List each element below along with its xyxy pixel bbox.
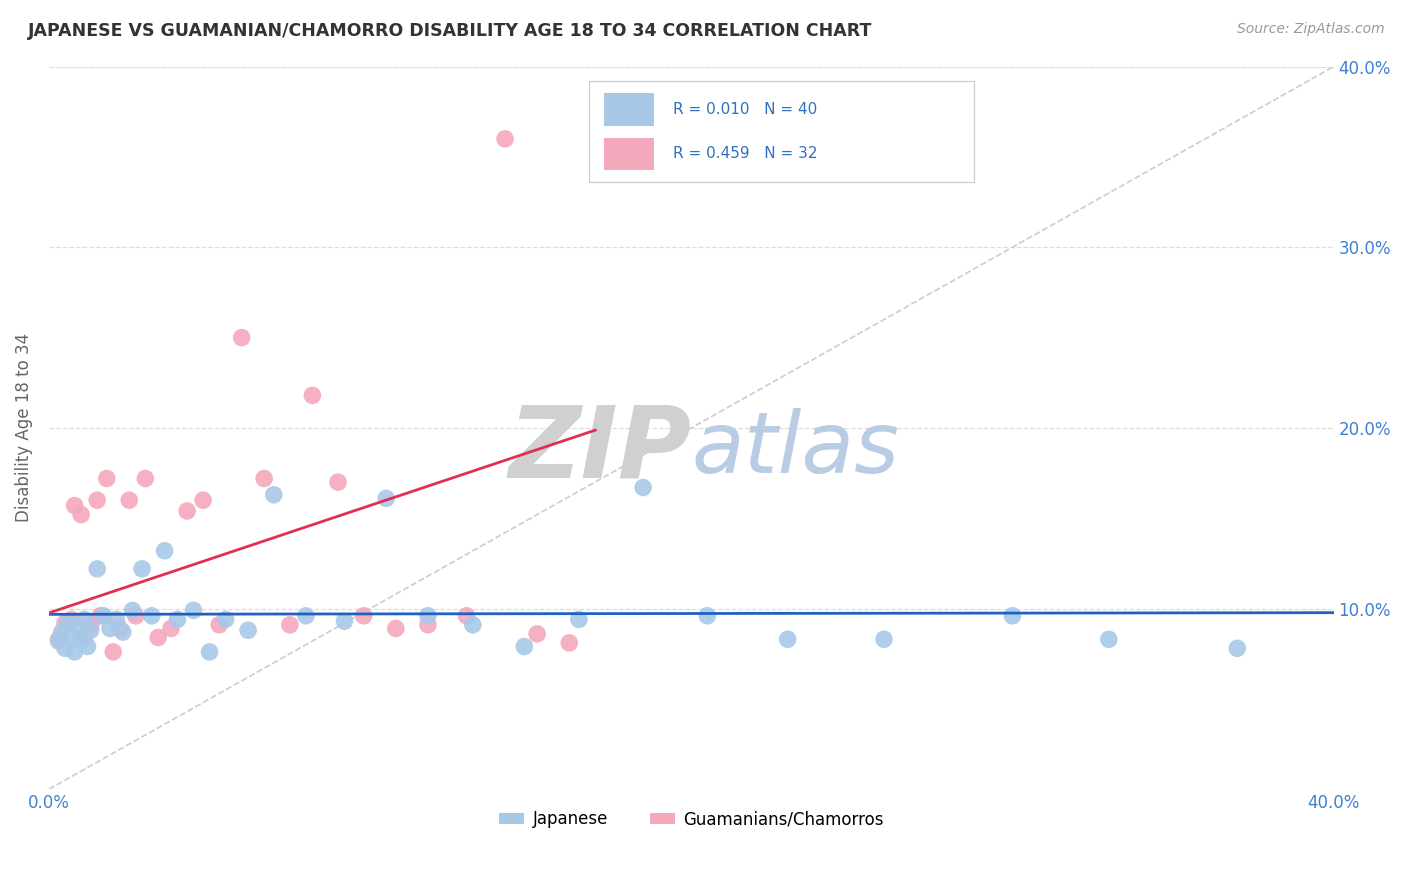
Point [48, 632, 70, 647]
Point [131, 562, 153, 576]
Point [456, 608, 478, 623]
Point [86, 562, 108, 576]
Point [208, 617, 231, 632]
Point [121, 603, 143, 617]
Point [385, 622, 408, 636]
Point [108, 622, 131, 636]
Point [111, 625, 134, 640]
Legend: Japanese, Guamanians/Chamorros: Japanese, Guamanians/Chamorros [492, 804, 890, 835]
Point [558, 636, 581, 650]
Point [53, 641, 76, 656]
Point [80, 624, 103, 638]
Point [48, 634, 70, 648]
Point [301, 388, 323, 402]
Point [66, 620, 89, 634]
Point [333, 614, 356, 628]
Point [103, 645, 125, 659]
Point [198, 645, 221, 659]
Point [70, 508, 93, 522]
Point [76, 640, 98, 654]
Point [73, 631, 96, 645]
Point [166, 612, 188, 626]
Point [236, 624, 259, 638]
Point [134, 471, 156, 485]
Point [73, 612, 96, 626]
Text: JAPANESE VS GUAMANIAN/CHAMORRO DISABILITY AGE 18 TO 34 CORRELATION CHART: JAPANESE VS GUAMANIAN/CHAMORRO DISABILIT… [28, 22, 873, 40]
Point [568, 612, 591, 626]
Point [526, 627, 548, 641]
Point [253, 471, 276, 485]
Point [696, 608, 718, 623]
Point [873, 632, 896, 647]
Point [86, 493, 108, 508]
Point [89, 608, 111, 623]
Point [60, 631, 83, 645]
Point [183, 603, 205, 617]
Point [51, 625, 73, 640]
Point [214, 612, 236, 626]
Point [96, 471, 118, 485]
Point [416, 617, 439, 632]
Point [191, 493, 214, 508]
Point [1226, 641, 1249, 656]
Point [176, 504, 198, 518]
Point [80, 617, 103, 632]
Point [494, 132, 516, 146]
Point [375, 491, 398, 506]
Point [278, 617, 301, 632]
Point [776, 632, 799, 647]
Point [58, 615, 80, 630]
Point [295, 608, 318, 623]
Point [125, 608, 148, 623]
Point [461, 617, 484, 632]
Point [146, 631, 169, 645]
Point [513, 640, 536, 654]
Point [105, 612, 128, 626]
Point [141, 608, 163, 623]
Text: Source: ZipAtlas.com: Source: ZipAtlas.com [1237, 22, 1385, 37]
Point [118, 493, 141, 508]
Point [231, 330, 253, 344]
Point [60, 612, 83, 626]
Point [70, 632, 93, 647]
Y-axis label: Disability Age 18 to 34: Disability Age 18 to 34 [15, 334, 32, 523]
Point [416, 608, 439, 623]
Point [1001, 608, 1024, 623]
Point [353, 608, 375, 623]
Point [153, 543, 176, 558]
Point [93, 608, 115, 623]
Point [263, 488, 285, 502]
Point [63, 499, 86, 513]
Point [326, 475, 349, 489]
Text: ZIP: ZIP [509, 401, 692, 498]
Point [160, 622, 183, 636]
Point [631, 481, 654, 495]
Point [53, 615, 76, 630]
Text: atlas: atlas [692, 408, 900, 491]
Point [1098, 632, 1121, 647]
Point [98, 622, 121, 636]
Point [63, 645, 86, 659]
